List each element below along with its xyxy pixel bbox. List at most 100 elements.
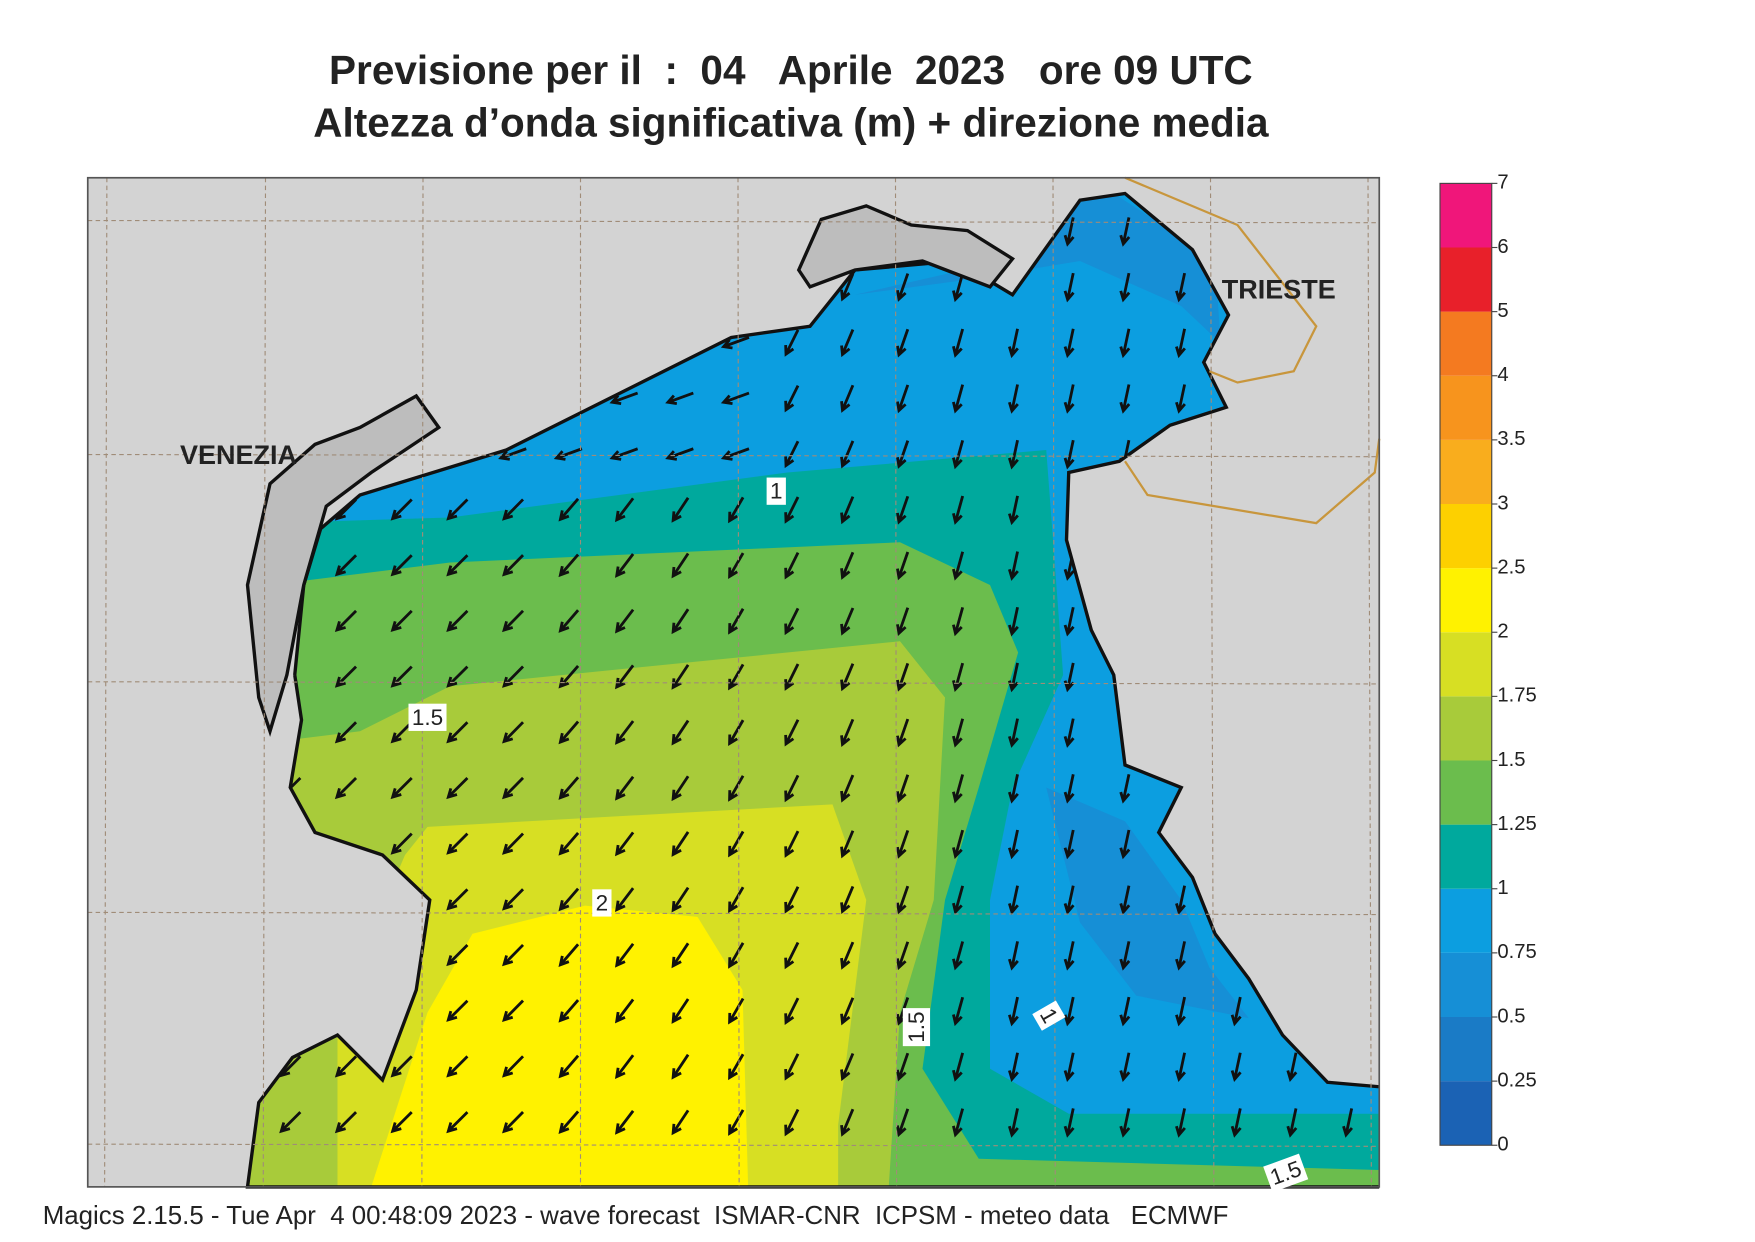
wave-direction-arrow bbox=[558, 832, 580, 856]
contour-label: 1 bbox=[1032, 1000, 1066, 1031]
contour-label: 1.5 bbox=[408, 703, 447, 731]
wave-direction-arrow bbox=[614, 998, 635, 1024]
wave-direction-arrow bbox=[952, 718, 965, 748]
wave-direction-arrow bbox=[671, 1109, 690, 1136]
colorbar-segment bbox=[1440, 760, 1492, 825]
wave-direction-arrow bbox=[728, 552, 745, 579]
wave-direction-arrow bbox=[896, 1108, 910, 1138]
wave-direction-arrow bbox=[1008, 606, 1019, 637]
wave-direction-arrow bbox=[446, 944, 469, 967]
wave-direction-arrow bbox=[840, 607, 855, 636]
colorbar-tick-label: 2 bbox=[1497, 621, 1508, 643]
wave-direction-arrow bbox=[671, 497, 690, 523]
wave-direction-arrow bbox=[446, 721, 469, 744]
wave-direction-arrow bbox=[1008, 384, 1019, 414]
wave-direction-arrow bbox=[1063, 606, 1075, 637]
wave-direction-arrow bbox=[609, 391, 639, 406]
map-frame bbox=[86, 176, 1381, 1188]
wave-direction-arrow bbox=[784, 1108, 800, 1137]
contour-labels: 11.521.5 11.5 bbox=[408, 477, 1309, 1193]
wave-direction-arrow bbox=[840, 774, 855, 803]
wave-direction-arrow bbox=[1119, 1052, 1131, 1083]
wave-direction-arrow bbox=[840, 997, 855, 1026]
wave-direction-arrow bbox=[502, 1111, 525, 1134]
contour-label-box bbox=[766, 477, 786, 505]
wave-direction-arrow bbox=[840, 384, 855, 413]
wave-direction-arrow bbox=[614, 497, 635, 523]
colorbar-segment bbox=[1440, 439, 1492, 504]
wave-direction-arrow bbox=[896, 384, 910, 414]
wave-direction-arrow bbox=[896, 273, 910, 302]
wave-direction-arrow bbox=[1230, 1108, 1242, 1138]
wave-direction-arrow bbox=[728, 608, 745, 635]
wave-direction-arrow bbox=[1119, 941, 1131, 971]
colorbar-segment bbox=[1440, 504, 1492, 569]
wave-direction-arrow bbox=[671, 608, 690, 635]
wave-direction-arrow bbox=[1230, 996, 1242, 1027]
wave-direction-arrow bbox=[446, 776, 469, 800]
wave-direction-arrow bbox=[784, 329, 800, 357]
wave-direction-arrow bbox=[558, 497, 580, 522]
wave-direction-arrow bbox=[334, 721, 358, 744]
wave-direction-arrow bbox=[1008, 718, 1019, 748]
wave-direction-arrow bbox=[614, 887, 635, 912]
wave-direction-arrow bbox=[1063, 996, 1075, 1027]
colorbar-segment bbox=[1440, 632, 1492, 697]
wave-direction-arrow bbox=[671, 942, 690, 969]
wave-direction-arrow bbox=[896, 941, 910, 971]
wave-direction-arrow bbox=[952, 495, 965, 525]
wave-direction-arrow bbox=[1175, 272, 1186, 303]
wave-direction-arrow bbox=[1175, 996, 1186, 1027]
wave-direction-arrow bbox=[1063, 885, 1075, 915]
wave-direction-arrow bbox=[896, 1052, 910, 1082]
colorbar-tick-label: 3.5 bbox=[1497, 428, 1525, 450]
wave-direction-arrow bbox=[896, 551, 910, 581]
wave-direction-arrow bbox=[896, 607, 910, 636]
colorbar-segment bbox=[1440, 1017, 1492, 1082]
wave-direction-arrow bbox=[446, 1111, 469, 1134]
wave-direction-arrow bbox=[840, 440, 855, 469]
wave-direction-arrow bbox=[1119, 774, 1131, 804]
wave-direction-arrow bbox=[952, 996, 965, 1027]
wave-direction-arrow bbox=[671, 831, 690, 857]
wave-direction-arrow bbox=[1175, 885, 1186, 915]
colorbar-segment bbox=[1440, 247, 1492, 312]
wave-direction-arrow bbox=[671, 1053, 690, 1080]
colorbar-tick-label: 1.5 bbox=[1497, 749, 1525, 771]
wave-direction-arrow bbox=[896, 774, 910, 804]
title-line: Altezza d’onda significativa (m) + direz… bbox=[313, 100, 1269, 146]
wave-direction-arrow bbox=[1008, 328, 1019, 359]
wave-direction-arrow bbox=[1063, 384, 1075, 414]
wave-direction-arrow bbox=[1063, 272, 1075, 303]
colorbar-tick-label: 0.75 bbox=[1497, 941, 1536, 963]
wave-direction-arrow bbox=[896, 885, 910, 915]
wave-direction-arrow bbox=[665, 391, 694, 406]
wave-direction-arrow bbox=[840, 885, 855, 915]
colorbar-frame bbox=[1439, 182, 1493, 1146]
wave-direction-arrow bbox=[1119, 328, 1131, 359]
colorbar-tick-label: 1.25 bbox=[1497, 813, 1536, 835]
wave-direction-arrow bbox=[614, 664, 635, 690]
contour-label-box bbox=[902, 1008, 931, 1047]
wave-direction-arrow bbox=[728, 1053, 745, 1081]
wave-direction-arrow bbox=[1175, 941, 1186, 971]
wave-direction-arrow bbox=[558, 776, 580, 800]
wave-direction-arrow bbox=[614, 720, 635, 745]
colorbar-tick-label: 3 bbox=[1497, 492, 1508, 514]
footer: Magics 2.15.5 - Tue Apr 4 00:48:09 2023 … bbox=[43, 1202, 1229, 1230]
wave-direction-arrow bbox=[334, 776, 358, 800]
wave-direction-arrow bbox=[896, 495, 910, 525]
colorbar-segment bbox=[1440, 568, 1492, 633]
wave-direction-arrow bbox=[1175, 384, 1186, 414]
wave-direction-arrow bbox=[671, 775, 690, 802]
wave-direction-arrow bbox=[1063, 941, 1075, 971]
colorbar-tick-label: 1.75 bbox=[1497, 685, 1536, 707]
wave-direction-arrow bbox=[671, 886, 690, 913]
wave-direction-arrow bbox=[1008, 996, 1019, 1027]
contour-label-box bbox=[592, 889, 612, 917]
wave-direction-arrow bbox=[671, 719, 690, 746]
wave-direction-arrow bbox=[390, 832, 413, 855]
coastline bbox=[245, 674, 1380, 1189]
